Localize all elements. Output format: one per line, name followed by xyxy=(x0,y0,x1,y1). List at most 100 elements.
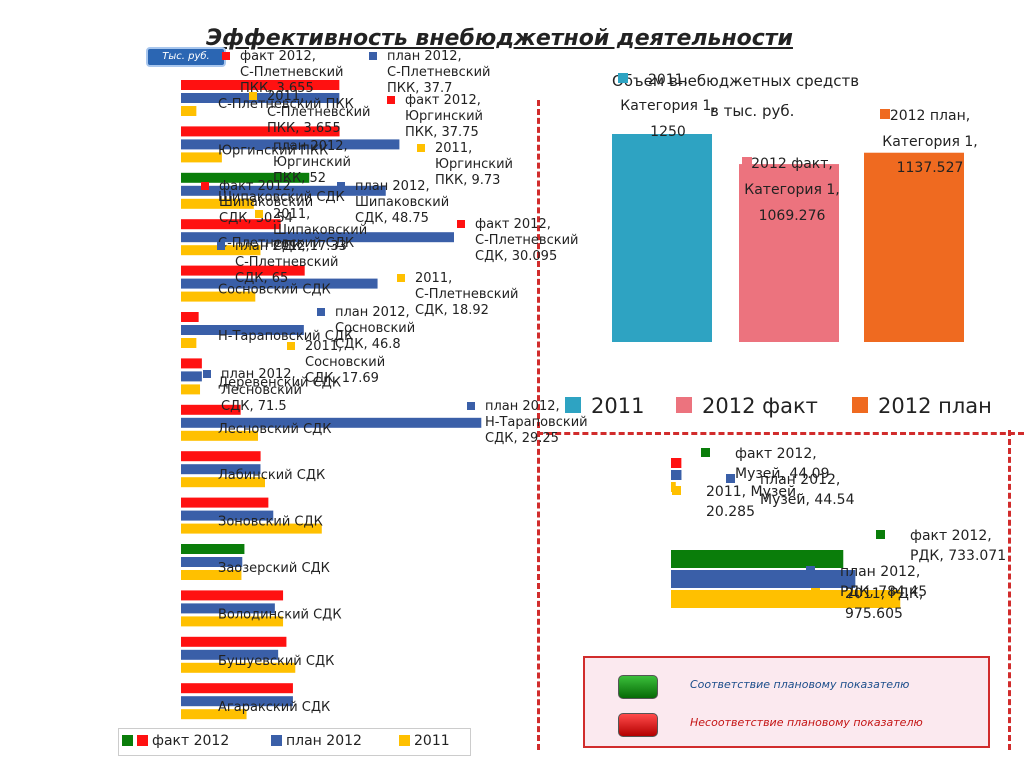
museum-rdk-bar xyxy=(671,570,856,588)
legend-plan-label: план 2012 xyxy=(286,733,362,749)
divider-vertical xyxy=(537,100,540,750)
data-label: план 2012, Сосновский СДК, 46.8 xyxy=(335,305,415,352)
category-label: Сосновский СДК xyxy=(218,283,331,298)
label-marker xyxy=(457,220,465,228)
data-label: факт 2012, Шипаковский СДК, 30.54 xyxy=(219,179,313,226)
status-legend: Соответствие плановому показателю Несоот… xyxy=(583,656,990,748)
museum-data-label: план 2012, Музей, 44.54 xyxy=(760,472,855,508)
value-label: 2012 план, Категория 1, 1137.527 xyxy=(882,108,977,176)
data-label: план 2012, С-Плетневский ПКК, 37.7 xyxy=(387,49,490,96)
data-label: 2011, С-Плетневский СДК, 18.92 xyxy=(415,271,518,318)
red-status-swatch xyxy=(618,713,658,737)
category-bar xyxy=(739,164,839,342)
fact-2012-bar xyxy=(181,219,281,230)
label-marker xyxy=(467,402,475,410)
plan-2012-bar xyxy=(181,93,340,103)
legend-red-swatch xyxy=(137,735,148,746)
museum-label-marker xyxy=(701,448,710,457)
legend-swatch xyxy=(676,397,692,413)
category-label: Лабинский СДК xyxy=(218,468,325,483)
legend-swatch xyxy=(565,397,581,413)
value-label-marker xyxy=(742,157,752,167)
category-label: Юргинский ПКК xyxy=(218,143,328,158)
museum-label-marker xyxy=(806,566,815,575)
chart-title: Объем внебюджетных средств в тыс. руб. xyxy=(612,72,859,120)
fact-2012-bar xyxy=(181,590,284,601)
data-label: 2011, Сосновский СДК, 17.69 xyxy=(305,339,385,386)
fact-2012-bar xyxy=(181,404,241,415)
data-label: 2011, С-Плетневский ПКК, 3.655 xyxy=(267,89,370,136)
museum-rdk-bar xyxy=(671,590,901,608)
museum-data-label: 2011, РДК, 975.605 xyxy=(845,586,923,622)
label-marker xyxy=(201,182,209,190)
plan-2012-bar xyxy=(181,603,275,614)
data-label: план 2012, Шипаковский СДК, 48.75 xyxy=(355,179,449,226)
label-marker xyxy=(397,274,405,282)
label-marker xyxy=(222,52,230,60)
legend-fact: факт 2012 xyxy=(122,733,229,749)
bar-2011 xyxy=(181,430,258,441)
label-marker xyxy=(255,142,263,150)
label-marker xyxy=(287,342,295,350)
label-marker xyxy=(255,210,263,218)
data-label: 2011, Юргинский ПКК, 9.73 xyxy=(435,141,513,188)
value-label-marker xyxy=(618,73,628,83)
category-label: Шипаковский СДК xyxy=(218,190,345,205)
category-label: Лесновский СДК xyxy=(218,422,332,437)
legend-green-swatch xyxy=(122,735,133,746)
data-label: план 2012, Н-Тараповский СДК, 29.25 xyxy=(485,399,588,446)
green-status-label: Соответствие плановому показателю xyxy=(690,678,910,691)
plan-2012-bar xyxy=(181,649,279,660)
data-label: факт 2012, Юргинский ПКК, 37.75 xyxy=(405,93,483,140)
green-status-swatch xyxy=(618,675,658,699)
plan-2012-bar xyxy=(181,417,482,428)
legend-label: 2011 xyxy=(591,394,644,418)
category-label: Бушуевский СДК xyxy=(218,654,334,669)
legend-2011-label: 2011 xyxy=(414,733,450,749)
plan-2012-bar xyxy=(181,232,454,243)
museum-rdk-bar xyxy=(671,458,682,468)
plan-2012-bar xyxy=(181,371,202,382)
label-marker xyxy=(317,308,325,316)
category-bar xyxy=(864,152,964,342)
label-marker xyxy=(249,92,257,100)
label-marker xyxy=(369,52,377,60)
data-label: факт 2012, С-Плетневский СДК, 30.095 xyxy=(475,217,578,264)
series-legend: факт 2012 план 2012 2011 xyxy=(118,728,471,756)
bar-2011 xyxy=(181,198,254,209)
label-marker xyxy=(387,96,395,104)
museum-rdk-bar xyxy=(671,550,844,568)
category-label: Агаракский СДК xyxy=(218,700,330,715)
museum-data-label: 2011, Музей, 20.285 xyxy=(706,484,801,520)
plan-2012-bar xyxy=(181,464,261,475)
plan-2012-bar xyxy=(181,278,378,289)
category-label: С-Плетневский СДК xyxy=(218,236,354,251)
museum-label-marker xyxy=(726,474,735,483)
category-label: Н-Тараповский СДК xyxy=(218,329,353,344)
plan-2012-bar xyxy=(181,557,243,567)
bar-2011 xyxy=(181,338,197,348)
category-label: Зоновский СДК xyxy=(218,515,323,530)
value-label: 2011, Категория 1, 1250 xyxy=(620,72,715,140)
legend-2011: 2011 xyxy=(399,733,450,749)
category-label: Заозерский СДК xyxy=(218,561,330,576)
bar-2011 xyxy=(181,616,284,627)
fact-2012-bar xyxy=(181,80,340,90)
fact-2012-bar xyxy=(181,126,340,137)
museum-data-label: факт 2012, РДК, 733.071 xyxy=(910,528,1006,564)
fact-2012-bar xyxy=(181,312,199,322)
fact-2012-bar xyxy=(181,265,305,276)
legend-plan: план 2012 xyxy=(271,733,362,749)
fact-2012-bar xyxy=(181,544,245,554)
page-title: Эффективность внебюджетной деятельности xyxy=(206,26,793,51)
legend-label: 2012 план xyxy=(878,394,992,418)
plan-2012-bar xyxy=(181,139,400,150)
category-bar xyxy=(612,134,712,342)
legend-plan-swatch xyxy=(271,735,282,746)
data-label: 2011, Шипаковский СДК, 17.33 xyxy=(273,207,367,254)
plan-2012-bar xyxy=(181,325,304,335)
museum-data-label: план 2012, РДК, 784.45 xyxy=(840,564,927,600)
museum-label-marker xyxy=(672,486,681,495)
bar-2011 xyxy=(181,245,261,256)
